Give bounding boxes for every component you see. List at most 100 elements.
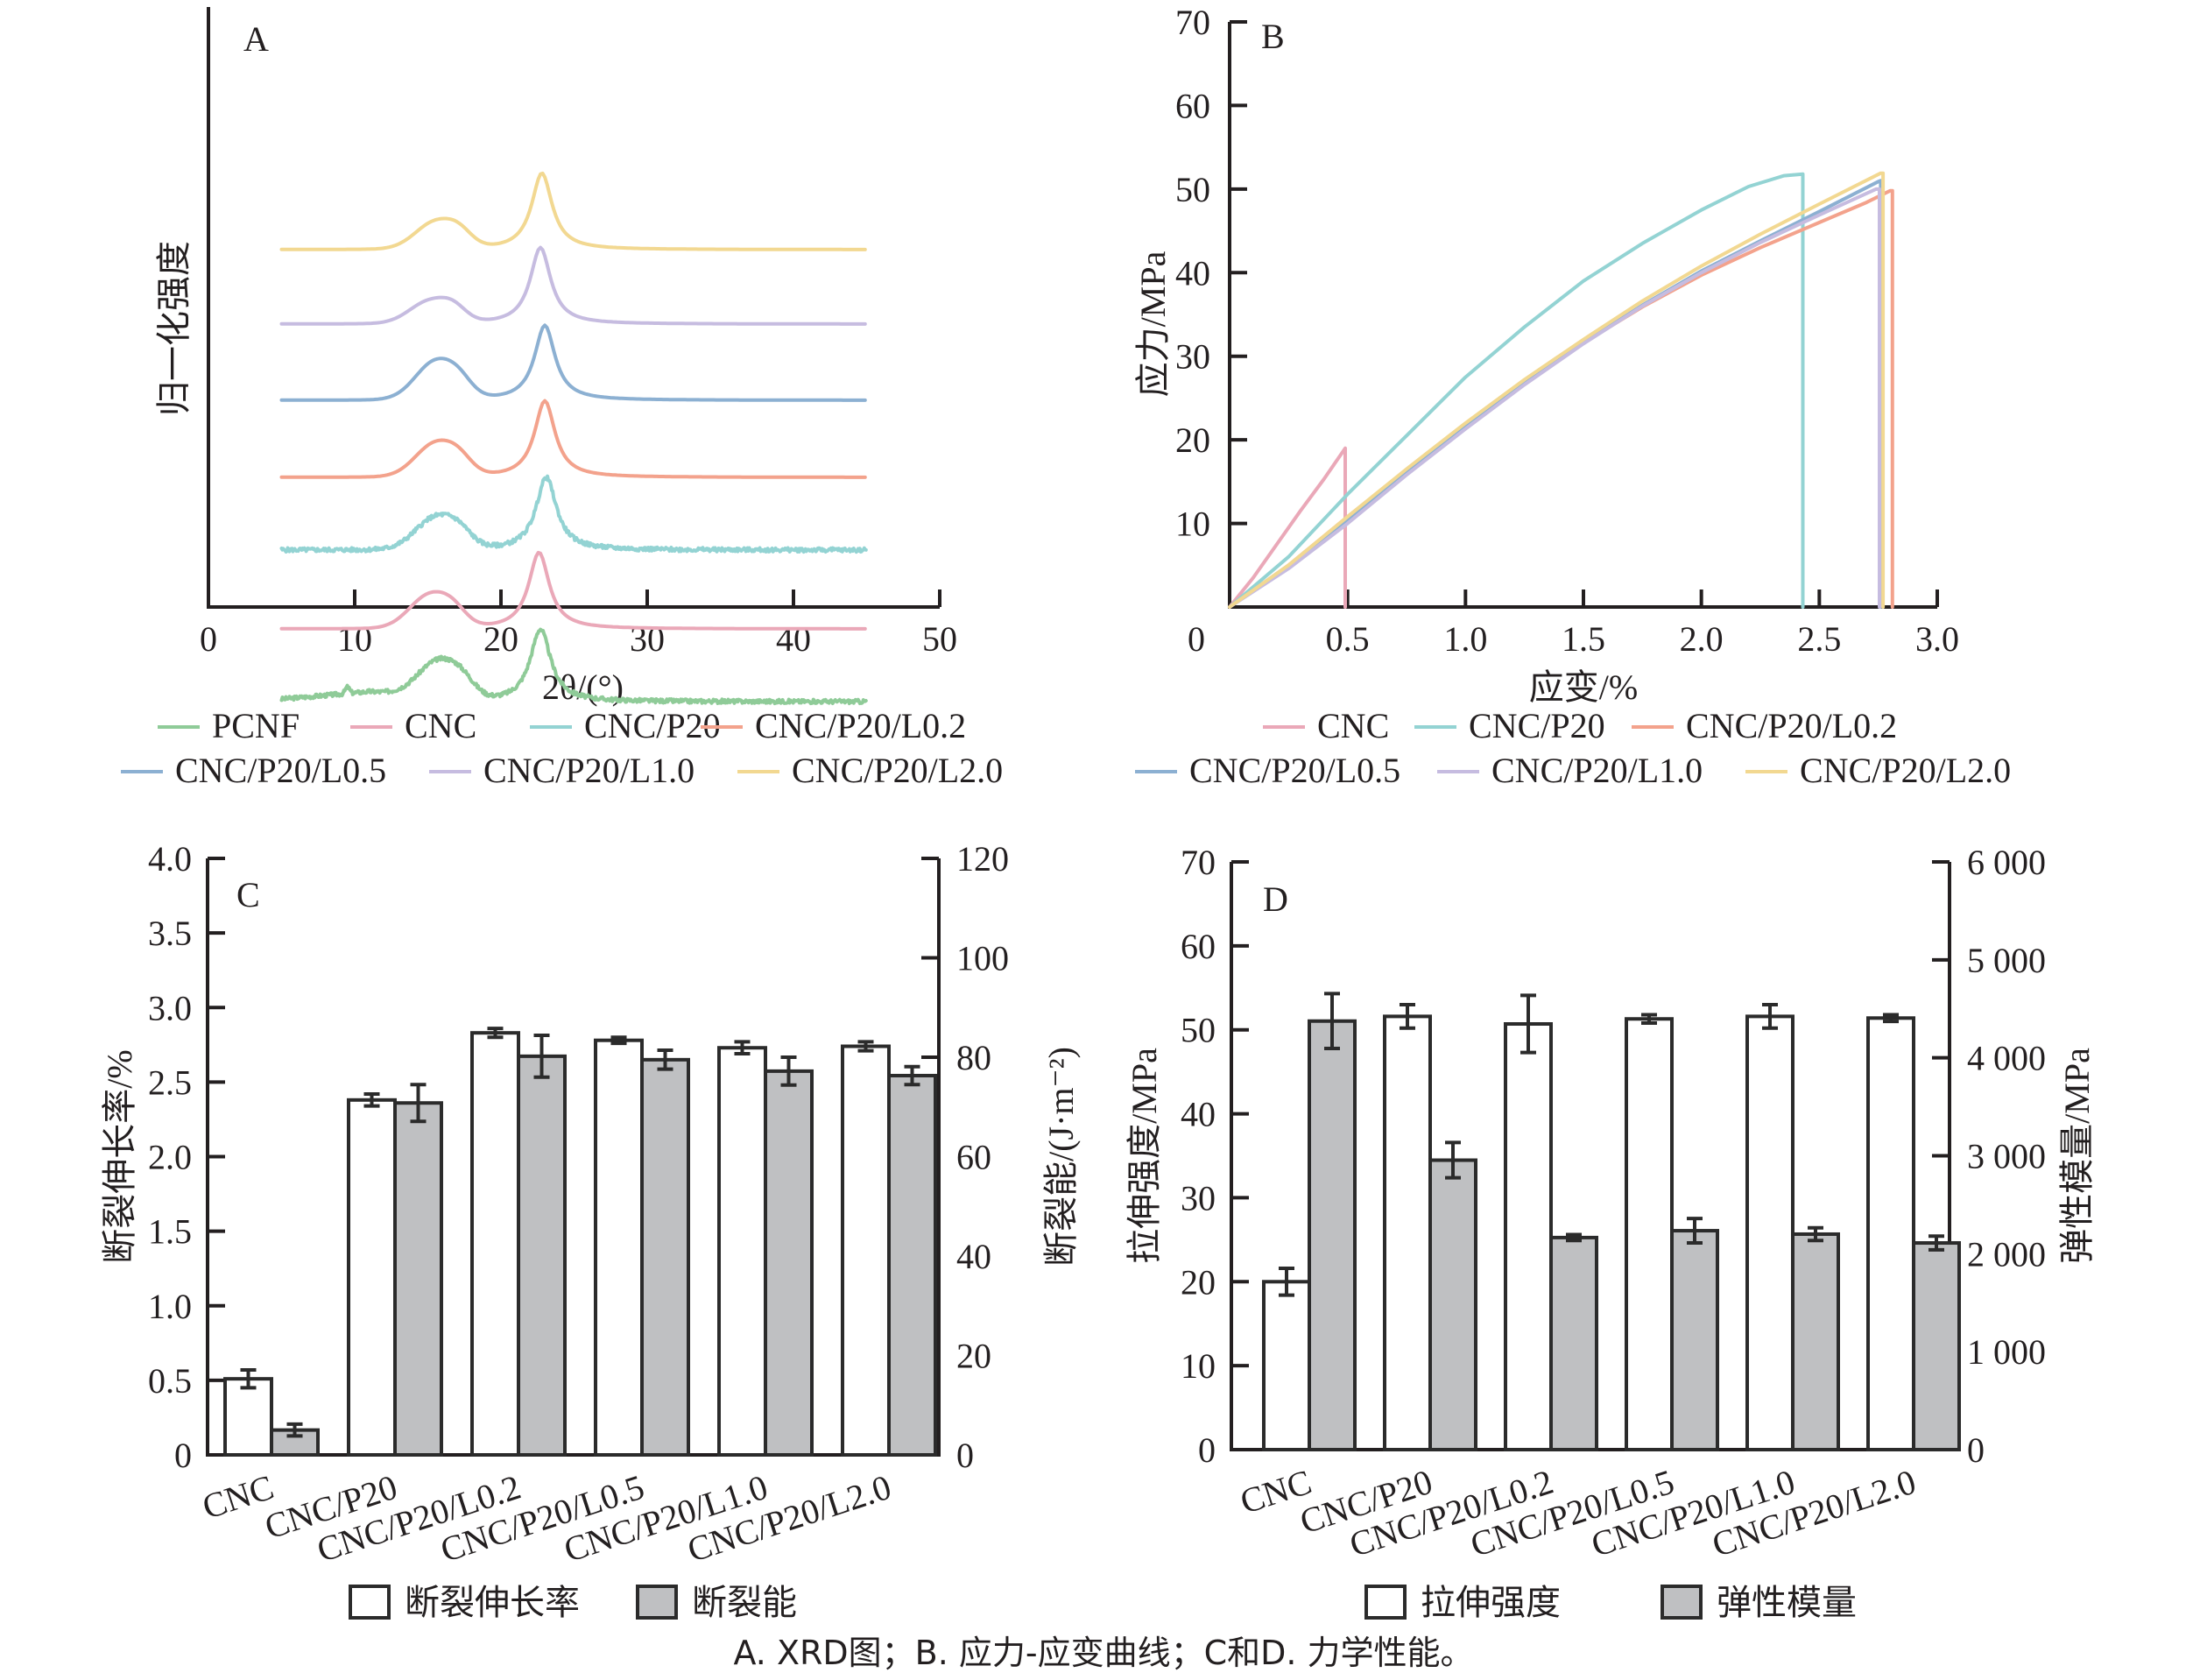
bar-filled-3 (640, 1057, 690, 1458)
y-tick-label: 30 (1181, 1178, 1216, 1218)
stress-strain-curve-cnc-p20-l1-0 (1228, 187, 1881, 609)
y-right-tick-label: 120 (956, 839, 1009, 879)
y-axis-label: 归一化强度 (154, 241, 194, 416)
y-right-tick-label: 2 000 (1967, 1234, 2046, 1274)
legend-label: 拉伸强度 (1421, 1583, 1561, 1622)
bar-filled-2 (517, 1054, 567, 1457)
legend-label: CNC (1317, 706, 1389, 745)
legend-swatch-open (1364, 1585, 1407, 1620)
legend-label: CNC/P20/L0.5 (175, 751, 386, 790)
bar-filled-4 (1791, 1232, 1840, 1452)
legend-label: 断裂伸长率 (405, 1583, 580, 1622)
bar-open-2 (470, 1031, 520, 1457)
legend-label: 断裂能 (692, 1583, 797, 1622)
y-tick-label: 60 (1181, 927, 1216, 966)
bar-filled-5 (887, 1073, 937, 1458)
y-tick-label: 0 (174, 1436, 192, 1475)
y-right-tick-label: 4 000 (1967, 1039, 2046, 1078)
y-tick-label: 20 (1181, 1262, 1216, 1302)
legend-label: CNC/P20/L2.0 (792, 751, 1003, 790)
bar-open-3 (1625, 1017, 1674, 1451)
panel-label-a: A (243, 19, 269, 59)
x-tick-label: 2.0 (1680, 619, 1724, 659)
legend-label: CNC/P20/L1.0 (1491, 751, 1703, 790)
axis-line (207, 7, 940, 609)
y-right-axis-label: 断裂能/(J·m⁻²) (1041, 1047, 1081, 1267)
y-tick-label: 40 (1175, 253, 1210, 293)
bar-filled-5 (1912, 1241, 1961, 1451)
legend-swatch-filled (636, 1585, 678, 1620)
x-tick-label: 3.0 (1915, 619, 1959, 659)
x-tick-label: 1.5 (1562, 619, 1605, 659)
panel-label-c: C (236, 875, 260, 914)
axis-line (206, 858, 941, 1457)
y-tick-label: 70 (1181, 843, 1216, 882)
bar-filled-2 (1549, 1235, 1598, 1452)
bar-open-1 (347, 1098, 397, 1458)
stress-strain-curve-cnc-p20-l2-0 (1228, 171, 1886, 609)
legend-label: CNC/P20/L0.5 (1189, 751, 1400, 790)
y-axis-label: 应力/MPa (1133, 251, 1173, 397)
y-right-tick-label: 3 000 (1967, 1137, 2046, 1176)
y-axis-label: 拉伸强度/MPa (1125, 1048, 1164, 1264)
x-tick-label: 40 (776, 619, 811, 659)
stress-strain-curve-cnc-p20 (1228, 172, 1805, 609)
y-tick-label: 10 (1181, 1346, 1216, 1386)
xrd-curve-cnc-p20 (279, 474, 868, 554)
y-right-tick-label: 0 (1967, 1430, 1985, 1470)
x-tick-label: 10 (337, 619, 372, 659)
y-right-tick-label: 100 (956, 939, 1009, 978)
bar-open-5 (841, 1044, 891, 1457)
panel-c-elongation-energy: 0 0.5 1.0 1.5 2.0 2.5 3.0 3.5 4.0 0 20 40 60 80 100 120… (100, 839, 1081, 1622)
bar-filled-0 (1308, 1019, 1357, 1451)
bar-open-5 (1866, 1016, 1915, 1452)
y-right-tick-label: 5 000 (1967, 941, 2046, 980)
y-right-axis-label: 弹性模量/MPa (2057, 1048, 2097, 1264)
y-right-tick-label: 0 (956, 1436, 974, 1475)
xrd-curve-cnc-p20-l1-0 (279, 245, 867, 326)
bar-filled-3 (1670, 1229, 1719, 1451)
xrd-curve-cnc-p20-l0-5 (279, 323, 867, 402)
y-tick-label: 1.5 (148, 1212, 192, 1252)
y-tick-label: 2.0 (148, 1138, 192, 1177)
y-axis-label: 断裂伸长率/% (100, 1049, 139, 1263)
y-tick-label: 60 (1175, 86, 1210, 125)
x-tick-label: 30 (630, 619, 665, 659)
y-tick-label: 0.5 (148, 1361, 192, 1401)
y-right-tick-label: 20 (956, 1337, 991, 1376)
figure-caption: A. XRD图；B. 应力-应变曲线；C和D. 力学性能。 (733, 1634, 1473, 1672)
y-tick-label: 1.0 (148, 1287, 192, 1326)
x-tick-label: 0 (1188, 619, 1205, 659)
y-tick-label: 3.5 (148, 914, 192, 953)
bar-filled-1 (393, 1101, 443, 1457)
y-tick-label: 40 (1181, 1095, 1216, 1134)
bar-open-2 (1504, 1022, 1553, 1451)
x-tick-label: 20 (483, 619, 518, 659)
y-tick-label: 50 (1181, 1011, 1216, 1050)
y-tick-label: 70 (1175, 3, 1210, 42)
y-right-tick-label: 60 (956, 1138, 991, 1177)
legend-label: CNC/P20 (1469, 706, 1605, 745)
legend-label: 弹性模量 (1717, 1583, 1857, 1622)
y-tick-label: 2.5 (148, 1062, 192, 1102)
bar-open-0 (223, 1377, 273, 1457)
legend-label: CNC (405, 706, 476, 745)
stress-strain-curve-cnc (1228, 446, 1347, 609)
panel-d-strength-modulus: 0 10 20 30 40 50 60 70 0 1 000 2 000 3 000 4 000 5 00… (1125, 843, 2097, 1622)
y-tick-label: 3.0 (148, 988, 192, 1027)
legend-swatch-filled (1661, 1585, 1703, 1620)
legend-swatch-open (349, 1585, 391, 1620)
x-axis-label: 应变/% (1529, 667, 1638, 707)
y-tick-label: 0 (1198, 1430, 1216, 1470)
y-right-tick-label: 80 (956, 1038, 991, 1077)
x-tick-label: 2.5 (1797, 619, 1841, 659)
xrd-curve-pcnf (279, 627, 868, 706)
y-tick-label: 50 (1175, 170, 1210, 209)
stress-strain-curve-cnc-p20-l0-5 (1228, 179, 1883, 609)
bar-open-4 (717, 1046, 767, 1458)
x-tick-label: 0.5 (1326, 619, 1370, 659)
y-tick-label: 4.0 (148, 839, 192, 879)
y-tick-label: 30 (1175, 337, 1210, 377)
legend-label: CNC/P20/L1.0 (483, 751, 695, 790)
